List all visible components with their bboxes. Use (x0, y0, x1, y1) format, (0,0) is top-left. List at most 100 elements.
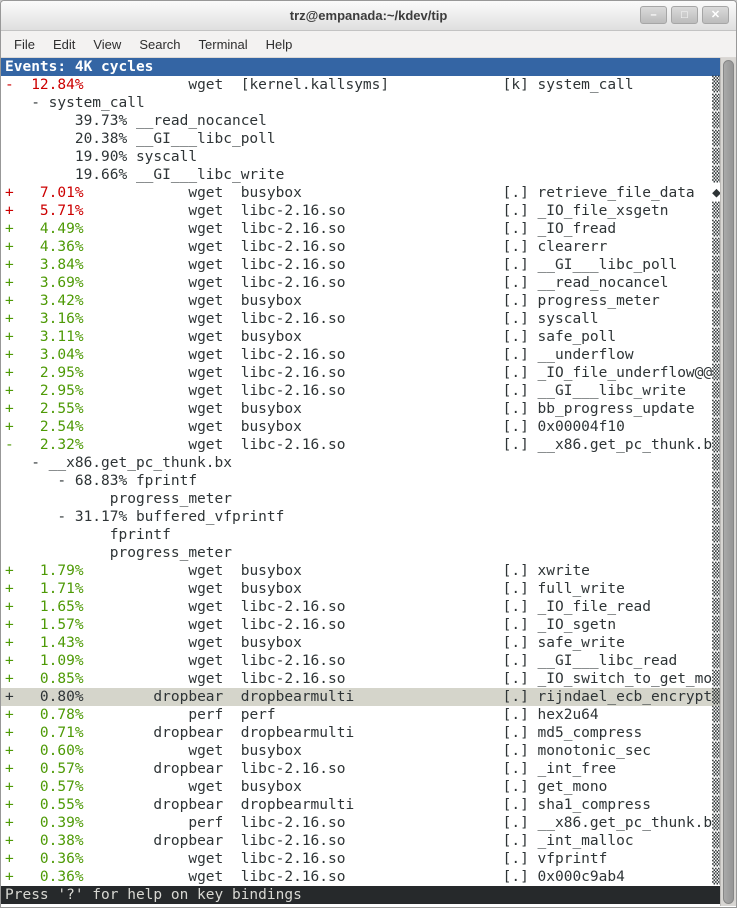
menu-item-search[interactable]: Search (139, 36, 181, 52)
scroll-shade-icon: ▒ (712, 797, 721, 813)
table-row[interactable]: + 3.16% wget libc-2.16.so [.] syscall ▒ (1, 310, 721, 328)
table-row[interactable]: + 0.38% dropbear libc-2.16.so [.] _int_m… (1, 832, 721, 850)
table-row[interactable]: + 0.55% dropbear dropbearmulti [.] sha1_… (1, 796, 721, 814)
menu-item-edit[interactable]: Edit (52, 36, 76, 52)
scroll-shade-icon: ▒ (712, 383, 721, 399)
row-overhead: + 0.55% (5, 797, 84, 813)
row-text: - system_call (5, 95, 145, 111)
table-row[interactable]: - 31.17% buffered_vfprintf ▒ (1, 508, 721, 526)
table-row[interactable]: - 68.83% fprintf ▒ (1, 472, 721, 490)
table-row[interactable]: fprintf ▒ (1, 526, 721, 544)
table-row[interactable]: + 0.57% wget busybox [.] get_mono ▒ (1, 778, 721, 796)
scroll-shade-icon: ▒ (712, 167, 721, 183)
table-row[interactable]: + 0.78% perf perf [.] hex2u64 ▒ (1, 706, 721, 724)
table-row[interactable]: 19.66% __GI___libc_write ▒ (1, 166, 721, 184)
row-overhead: + 0.39% (5, 815, 84, 831)
table-row[interactable]: + 1.79% wget busybox [.] xwrite ▒ (1, 562, 721, 580)
table-row[interactable]: + 4.49% wget libc-2.16.so [.] _IO_fread ▒ (1, 220, 721, 238)
table-row[interactable]: + 0.71% dropbear dropbearmulti [.] md5_c… (1, 724, 721, 742)
scroll-shade-icon: ▒ (712, 437, 721, 453)
row-text: wget libc-2.16.so [.] __x86.get_pc_thunk… (83, 437, 713, 453)
table-row[interactable]: + 7.01% wget busybox [.] retrieve_file_d… (1, 184, 721, 202)
scroll-shade-icon: ▒ (712, 257, 721, 273)
row-overhead: + 1.65% (5, 599, 84, 615)
row-overhead: + 0.57% (5, 761, 84, 777)
table-row[interactable]: + 0.60% wget busybox [.] monotonic_sec ▒ (1, 742, 721, 760)
titlebar[interactable]: trz@empanada:~/kdev/tip – □ ✕ (1, 1, 736, 31)
table-row[interactable]: + 3.42% wget busybox [.] progress_meter ▒ (1, 292, 721, 310)
table-row[interactable]: + 2.54% wget busybox [.] 0x00004f10 ▒ (1, 418, 721, 436)
table-row[interactable]: + 0.85% wget libc-2.16.so [.] _IO_switch… (1, 670, 721, 688)
table-row[interactable]: 20.38% __GI___libc_poll ▒ (1, 130, 721, 148)
scroll-shade-icon: ▒ (712, 113, 721, 129)
table-row[interactable]: + 0.80% dropbear dropbearmulti [.] rijnd… (1, 688, 721, 706)
table-row[interactable]: + 1.43% wget busybox [.] safe_write ▒ (1, 634, 721, 652)
table-row[interactable]: + 5.71% wget libc-2.16.so [.] _IO_file_x… (1, 202, 721, 220)
row-text: wget busybox [.] retrieve_file_data (83, 185, 695, 201)
terminal-screen[interactable]: Events: 4K cycles - 12.84% wget [kernel.… (1, 58, 736, 906)
table-row[interactable]: + 3.11% wget busybox [.] safe_poll ▒ (1, 328, 721, 346)
table-row[interactable]: + 3.69% wget libc-2.16.so [.] __read_noc… (1, 274, 721, 292)
table-row[interactable]: - 2.32% wget libc-2.16.so [.] __x86.get_… (1, 436, 721, 454)
table-row[interactable]: progress_meter ▒ (1, 490, 721, 508)
row-text: wget libc-2.16.so [.] __read_nocancel (83, 275, 669, 291)
minimize-button[interactable]: – (640, 6, 667, 24)
row-text: dropbear dropbearmulti [.] sha1_compress (83, 797, 652, 813)
row-text: wget busybox [.] get_mono (83, 779, 608, 795)
row-text: dropbear dropbearmulti [.] md5_compress (83, 725, 643, 741)
table-row[interactable]: + 1.09% wget libc-2.16.so [.] __GI___lib… (1, 652, 721, 670)
table-row[interactable]: 39.73% __read_nocancel ▒ (1, 112, 721, 130)
table-row[interactable]: + 2.55% wget busybox [.] bb_progress_upd… (1, 400, 721, 418)
table-row[interactable]: + 2.95% wget libc-2.16.so [.] __GI___lib… (1, 382, 721, 400)
scroll-shade-icon: ▒ (712, 275, 721, 291)
row-text: wget libc-2.16.so [.] syscall (83, 311, 599, 327)
row-text: wget busybox [.] monotonic_sec (83, 743, 652, 759)
table-row[interactable]: + 4.36% wget libc-2.16.so [.] clearerr ▒ (1, 238, 721, 256)
table-row[interactable]: + 1.57% wget libc-2.16.so [.] _IO_sgetn ▒ (1, 616, 721, 634)
table-row[interactable]: - system_call ▒ (1, 94, 721, 112)
scroll-shade-icon: ▒ (712, 617, 721, 633)
scroll-shade-icon: ▒ (712, 365, 721, 381)
row-overhead: + 3.69% (5, 275, 84, 291)
row-text: wget libc-2.16.so [.] _IO_file_read (83, 599, 652, 615)
table-row[interactable]: 19.90% syscall ▒ (1, 148, 721, 166)
scrollbar-track[interactable] (720, 58, 736, 906)
scroll-shade-icon: ▒ (712, 473, 721, 489)
row-text: dropbear dropbearmulti [.] rijndael_ecb_… (83, 689, 713, 705)
row-text: - 31.17% buffered_vfprintf (5, 509, 285, 525)
table-row[interactable]: + 3.04% wget libc-2.16.so [.] __underflo… (1, 346, 721, 364)
table-row[interactable]: - 12.84% wget [kernel.kallsyms] [k] syst… (1, 76, 721, 94)
table-row[interactable]: + 1.71% wget busybox [.] full_write ▒ (1, 580, 721, 598)
maximize-button[interactable]: □ (671, 6, 698, 24)
row-text: 19.90% syscall (5, 149, 198, 165)
menu-item-terminal[interactable]: Terminal (198, 36, 248, 52)
row-text: wget libc-2.16.so [.] _IO_sgetn (83, 617, 617, 633)
table-row[interactable]: + 0.39% perf libc-2.16.so [.] __x86.get_… (1, 814, 721, 832)
close-button[interactable]: ✕ (702, 6, 729, 24)
menu-item-help[interactable]: Help (265, 36, 293, 52)
row-text: perf libc-2.16.so [.] __x86.get_pc_thunk… (83, 815, 713, 831)
table-row[interactable]: + 2.95% wget libc-2.16.so [.] _IO_file_u… (1, 364, 721, 382)
row-text: wget [kernel.kallsyms] [k] system_call (83, 77, 634, 93)
row-text: perf perf [.] hex2u64 (83, 707, 599, 723)
scroll-shade-icon: ▒ (712, 635, 721, 651)
table-row[interactable]: + 1.65% wget libc-2.16.so [.] _IO_file_r… (1, 598, 721, 616)
scroll-shade-icon: ▒ (712, 779, 721, 795)
scroll-shade-icon: ▒ (712, 599, 721, 615)
row-overhead: + 3.11% (5, 329, 84, 345)
table-row[interactable]: progress_meter ▒ (1, 544, 721, 562)
table-row[interactable]: + 3.84% wget libc-2.16.so [.] __GI___lib… (1, 256, 721, 274)
table-row[interactable]: + 0.36% wget libc-2.16.so [.] 0x000c9ab4… (1, 868, 721, 886)
scrollbar-thumb[interactable] (723, 60, 734, 904)
table-row[interactable]: + 0.57% dropbear libc-2.16.so [.] _int_f… (1, 760, 721, 778)
scroll-shade-icon: ▒ (712, 815, 721, 831)
table-row[interactable]: + 0.36% wget libc-2.16.so [.] vfprintf ▒ (1, 850, 721, 868)
row-text: wget libc-2.16.so [.] 0x000c9ab4 (83, 869, 625, 885)
row-overhead: + 0.57% (5, 779, 84, 795)
table-row[interactable]: - __x86.get_pc_thunk.bx ▒ (1, 454, 721, 472)
scroll-shade-icon: ▒ (712, 419, 721, 435)
row-text: fprintf (5, 527, 171, 543)
menu-item-view[interactable]: View (93, 36, 122, 52)
row-overhead: + 2.95% (5, 383, 84, 399)
menu-item-file[interactable]: File (14, 36, 35, 52)
